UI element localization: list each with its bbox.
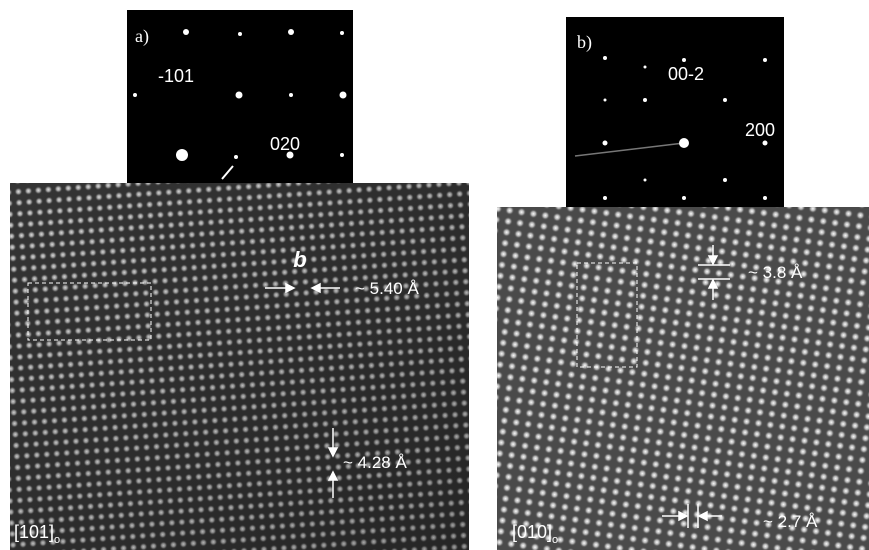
spacing-label: ~ 2.7 Å — [763, 512, 818, 531]
spot-label: 00-2 — [668, 64, 704, 84]
spacing-label: ~ 3.8 Å — [748, 263, 803, 282]
spot-label: -101 — [158, 66, 194, 86]
panel-a: a) -101 020 b ~ 5.40 Å ~ 4.28 Å [101]o — [10, 10, 469, 550]
spot-label: 020 — [270, 134, 300, 154]
axis-label: b — [293, 247, 306, 272]
zone-axis-subscript: o — [552, 534, 558, 546]
zone-axis-text: [101] — [14, 522, 54, 542]
spot-label: 200 — [745, 120, 775, 140]
image-shade — [10, 183, 469, 550]
zone-axis-text: [010] — [512, 522, 552, 542]
spacing-label: ~ 4.28 Å — [343, 453, 407, 472]
diffraction-pattern — [566, 17, 784, 207]
hrtem-image — [497, 207, 869, 550]
panel-label: a) — [135, 26, 149, 47]
spacing-label: ~ 5.40 Å — [355, 279, 419, 298]
panel-label: b) — [577, 32, 592, 53]
zone-axis-subscript: o — [54, 534, 60, 546]
panel-b: b) 00-2 200 ~ 3.8 Å ~ 2.7 Å [010]o — [497, 17, 869, 550]
figure: a) -101 020 b ~ 5.40 Å ~ 4.28 Å [101]o b… — [0, 0, 869, 550]
